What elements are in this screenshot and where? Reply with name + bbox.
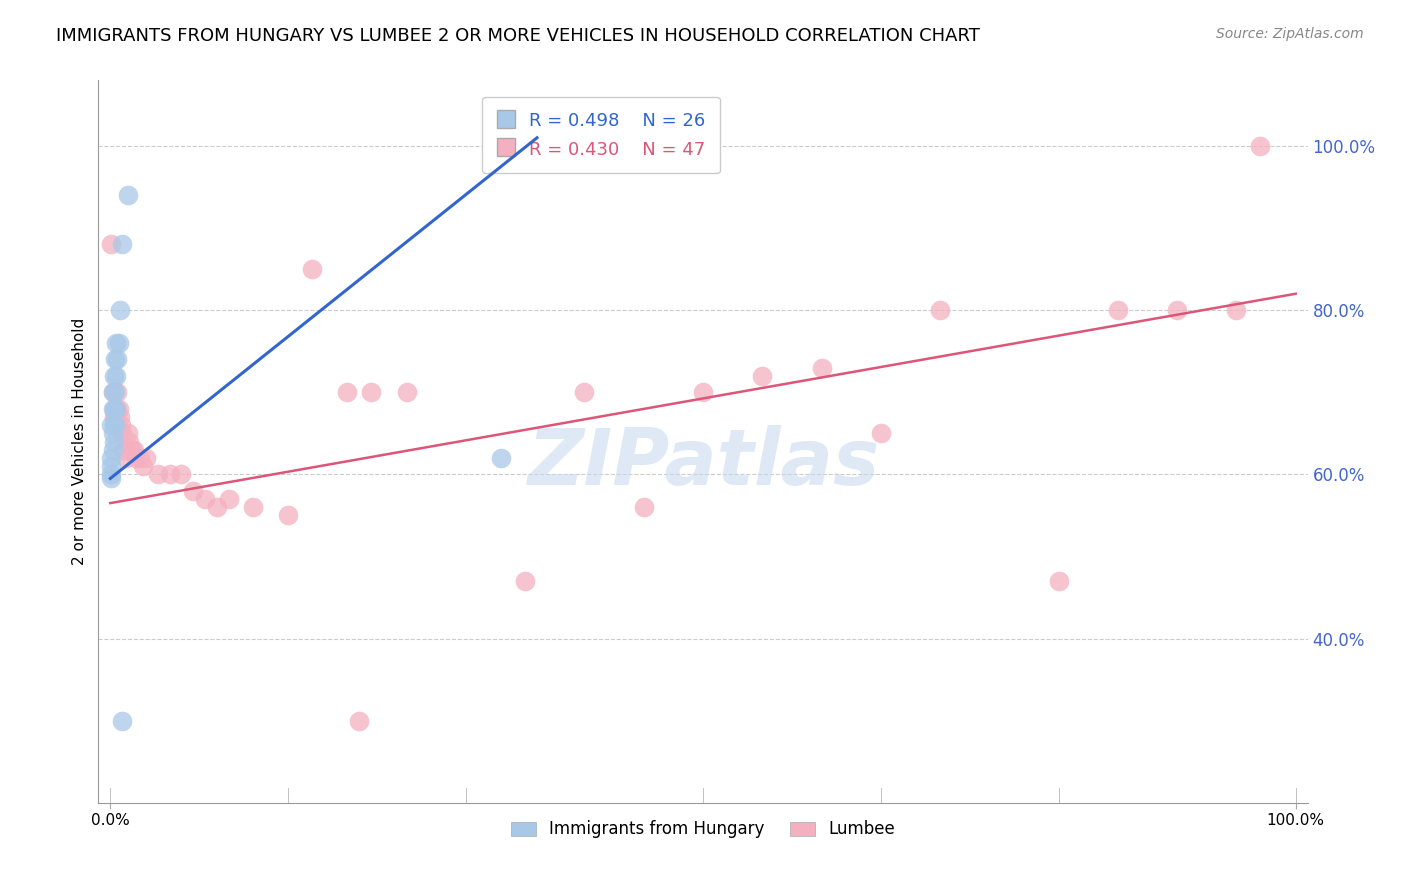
Point bbox=[132, 459, 155, 474]
Point bbox=[360, 385, 382, 400]
Point bbox=[810, 360, 832, 375]
Point bbox=[1047, 574, 1070, 588]
Point bbox=[101, 385, 124, 400]
Point bbox=[104, 385, 127, 400]
Point bbox=[929, 303, 952, 318]
Point bbox=[105, 352, 128, 367]
Point bbox=[100, 459, 122, 474]
Point bbox=[110, 418, 132, 433]
Point bbox=[1249, 139, 1271, 153]
Point bbox=[125, 450, 148, 465]
Point bbox=[146, 467, 169, 482]
Point bbox=[100, 467, 122, 482]
Point bbox=[100, 450, 122, 465]
Point bbox=[1107, 303, 1129, 318]
Point bbox=[159, 467, 181, 482]
Point bbox=[103, 409, 125, 424]
Point bbox=[107, 336, 129, 351]
Point bbox=[111, 426, 134, 441]
Point bbox=[205, 500, 228, 515]
Point bbox=[108, 409, 131, 424]
Point bbox=[277, 508, 299, 523]
Point bbox=[100, 418, 122, 433]
Point bbox=[104, 418, 127, 433]
Point bbox=[181, 483, 204, 498]
Point bbox=[103, 434, 125, 449]
Point bbox=[122, 442, 145, 457]
Point bbox=[103, 368, 125, 383]
Point bbox=[104, 352, 127, 367]
Point bbox=[692, 385, 714, 400]
Point bbox=[121, 442, 143, 457]
Point bbox=[111, 714, 134, 728]
Point bbox=[100, 237, 122, 252]
Point bbox=[101, 385, 124, 400]
Point bbox=[111, 237, 134, 252]
Point bbox=[574, 385, 596, 400]
Legend: Immigrants from Hungary, Lumbee: Immigrants from Hungary, Lumbee bbox=[505, 814, 901, 845]
Point bbox=[515, 574, 537, 588]
Point bbox=[129, 450, 152, 465]
Point bbox=[103, 401, 125, 416]
Point bbox=[114, 442, 136, 457]
Y-axis label: 2 or more Vehicles in Household: 2 or more Vehicles in Household bbox=[72, 318, 87, 566]
Point bbox=[491, 450, 513, 465]
Point bbox=[101, 401, 124, 416]
Point bbox=[105, 401, 128, 416]
Point bbox=[170, 467, 193, 482]
Point bbox=[751, 368, 773, 383]
Point bbox=[105, 401, 128, 416]
Point bbox=[118, 434, 141, 449]
Point bbox=[104, 409, 127, 424]
Point bbox=[1225, 303, 1247, 318]
Point bbox=[301, 262, 323, 277]
Point bbox=[117, 426, 139, 441]
Point bbox=[395, 385, 418, 400]
Point bbox=[105, 336, 128, 351]
Point bbox=[105, 385, 128, 400]
Point bbox=[105, 368, 128, 383]
Point bbox=[218, 491, 240, 506]
Point bbox=[101, 442, 124, 457]
Text: Source: ZipAtlas.com: Source: ZipAtlas.com bbox=[1216, 27, 1364, 41]
Point bbox=[1166, 303, 1188, 318]
Point bbox=[633, 500, 655, 515]
Point bbox=[108, 303, 131, 318]
Text: IMMIGRANTS FROM HUNGARY VS LUMBEE 2 OR MORE VEHICLES IN HOUSEHOLD CORRELATION CH: IMMIGRANTS FROM HUNGARY VS LUMBEE 2 OR M… bbox=[56, 27, 980, 45]
Point bbox=[117, 188, 139, 202]
Point bbox=[101, 426, 124, 441]
Point bbox=[135, 450, 157, 465]
Point bbox=[100, 471, 122, 485]
Point bbox=[869, 426, 891, 441]
Point bbox=[347, 714, 370, 728]
Point bbox=[103, 418, 125, 433]
Point bbox=[336, 385, 359, 400]
Point bbox=[242, 500, 264, 515]
Text: ZIPatlas: ZIPatlas bbox=[527, 425, 879, 501]
Point bbox=[114, 450, 136, 465]
Point bbox=[107, 401, 129, 416]
Point bbox=[194, 491, 217, 506]
